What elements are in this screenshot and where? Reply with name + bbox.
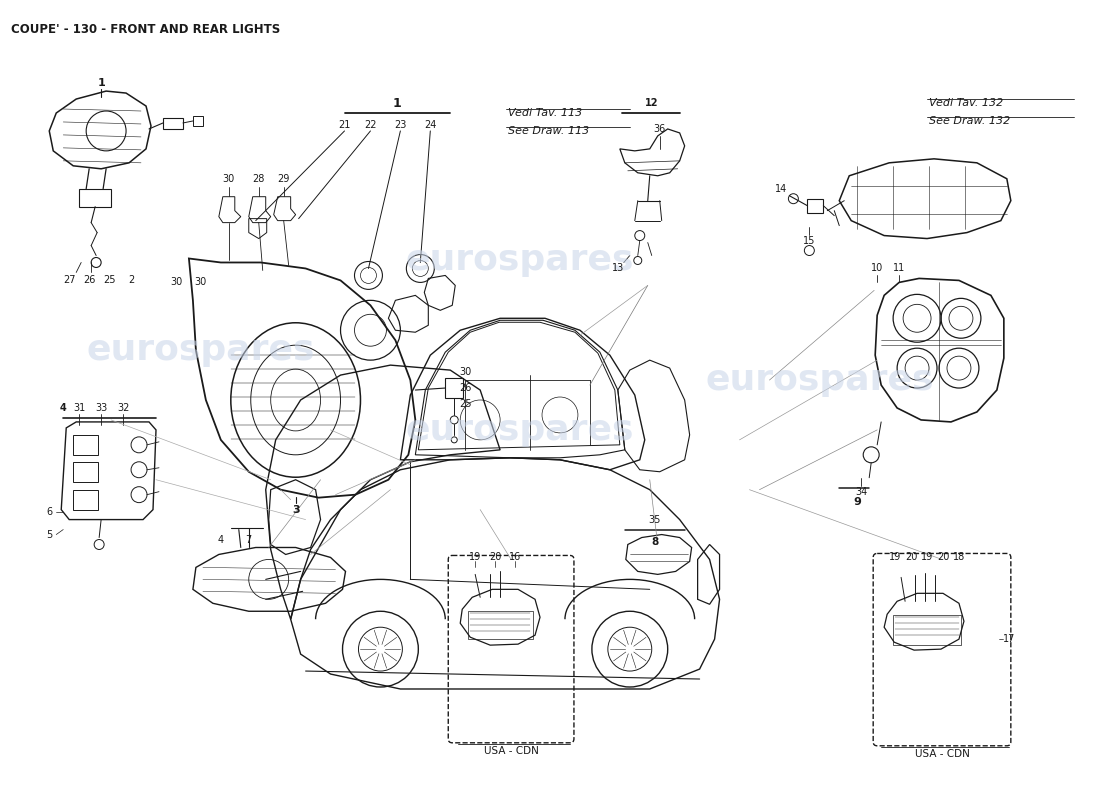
Text: 10: 10	[871, 263, 883, 274]
Bar	[807, 198, 823, 213]
Text: Vedi Tav. 113: Vedi Tav. 113	[508, 108, 582, 118]
Text: 4: 4	[218, 534, 224, 545]
Text: 11: 11	[893, 263, 905, 274]
Text: 18: 18	[953, 553, 965, 562]
Text: 8: 8	[651, 537, 659, 546]
Text: 1: 1	[97, 78, 104, 88]
Text: 17: 17	[1003, 634, 1015, 644]
Text: 25: 25	[103, 275, 116, 286]
Text: USA - CDN: USA - CDN	[914, 749, 969, 758]
Text: eurospares: eurospares	[705, 363, 934, 397]
Bar	[192, 116, 202, 126]
Text: USA - CDN: USA - CDN	[484, 746, 539, 756]
Text: 16: 16	[509, 553, 521, 562]
Text: See Draw. 113: See Draw. 113	[508, 126, 590, 136]
Text: 2: 2	[128, 275, 134, 286]
Text: 27: 27	[63, 275, 76, 286]
Text: See Draw. 132: See Draw. 132	[930, 116, 1010, 126]
Text: 35: 35	[649, 514, 661, 525]
Text: 20: 20	[490, 553, 502, 562]
Text: 20: 20	[937, 553, 949, 562]
Text: 21: 21	[339, 120, 351, 130]
Text: 6: 6	[46, 506, 53, 517]
Bar	[79, 189, 111, 206]
Text: 30: 30	[459, 367, 471, 377]
Text: 9: 9	[854, 497, 861, 506]
Text: 36: 36	[653, 124, 666, 134]
Text: 19: 19	[921, 553, 933, 562]
Text: 13: 13	[612, 263, 624, 274]
Text: eurospares: eurospares	[406, 243, 635, 278]
Text: eurospares: eurospares	[406, 413, 635, 447]
Text: 33: 33	[95, 403, 108, 413]
Text: 22: 22	[364, 120, 376, 130]
Text: 5: 5	[46, 530, 53, 539]
Text: 20: 20	[905, 553, 917, 562]
Text: 30: 30	[195, 278, 207, 287]
Text: 30: 30	[169, 278, 183, 287]
Bar	[893, 615, 961, 645]
Bar	[74, 490, 98, 510]
Text: 32: 32	[117, 403, 130, 413]
Bar	[74, 435, 98, 455]
Text: Vedi Tav. 132: Vedi Tav. 132	[930, 98, 1003, 108]
Text: 1: 1	[393, 97, 402, 110]
Text: 7: 7	[245, 534, 252, 545]
Text: 19: 19	[889, 553, 901, 562]
Text: 23: 23	[394, 120, 407, 130]
Text: 24: 24	[425, 120, 437, 130]
Text: 30: 30	[222, 174, 235, 184]
Text: 29: 29	[277, 174, 290, 184]
Text: 19: 19	[469, 553, 482, 562]
Text: 34: 34	[855, 486, 867, 497]
Bar	[469, 611, 534, 639]
Bar	[446, 378, 463, 398]
Text: 25: 25	[459, 399, 472, 409]
Text: 14: 14	[776, 184, 788, 194]
Text: 26: 26	[82, 275, 96, 286]
Text: 3: 3	[292, 505, 299, 514]
Text: 31: 31	[73, 403, 86, 413]
Text: 12: 12	[645, 98, 659, 108]
Bar	[74, 462, 98, 482]
Text: 26: 26	[459, 383, 472, 393]
Text: COUPE' - 130 - FRONT AND REAR LIGHTS: COUPE' - 130 - FRONT AND REAR LIGHTS	[11, 23, 280, 36]
Text: 28: 28	[253, 174, 265, 184]
Bar	[163, 118, 183, 129]
Text: 15: 15	[803, 235, 815, 246]
Text: eurospares: eurospares	[87, 333, 315, 367]
Text: 4: 4	[59, 403, 67, 413]
